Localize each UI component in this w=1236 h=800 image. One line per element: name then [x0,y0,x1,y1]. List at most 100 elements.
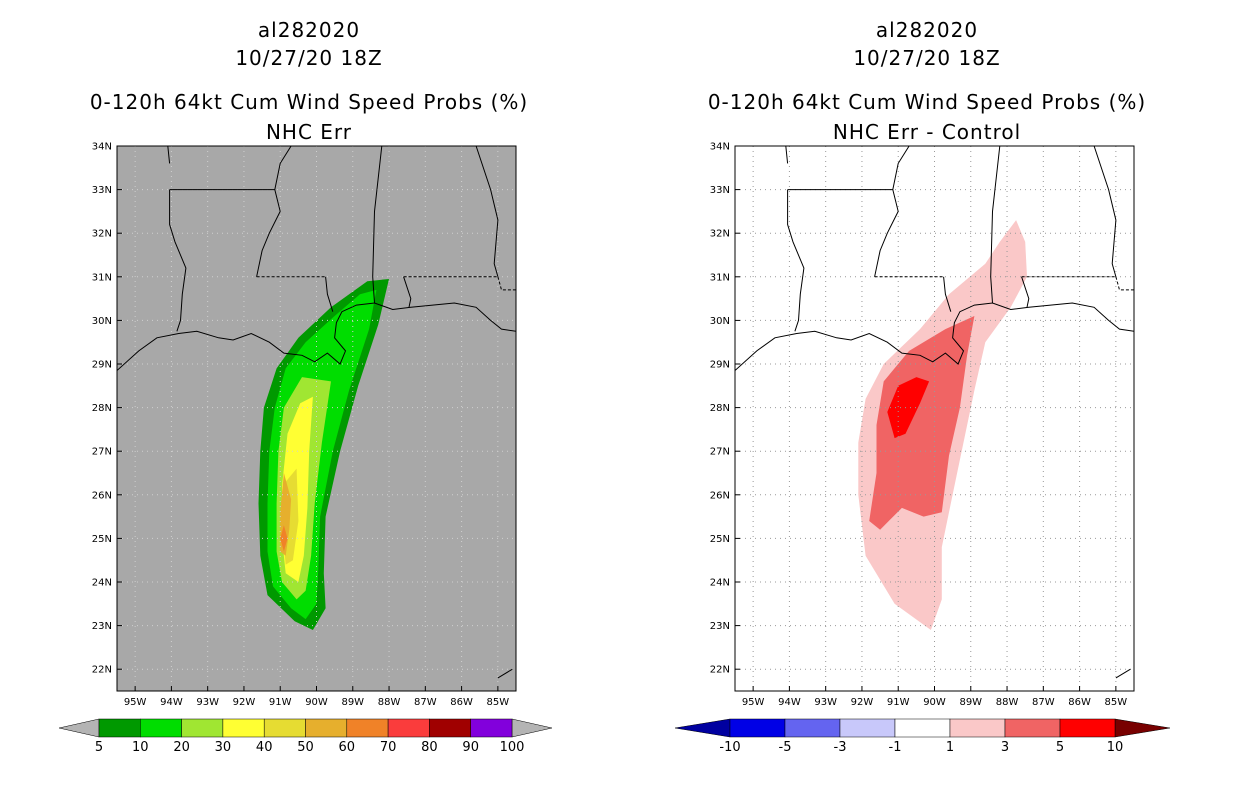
lat-tick-label: 23N [92,621,112,632]
colorbar-label: 1 [946,740,954,755]
ms-al-border [372,146,383,304]
storm-id: al282020 [875,18,979,42]
colorbar-swatch [263,718,306,738]
gulf-coastline [735,302,1134,371]
lon-tick-label: 92W [851,697,874,708]
mexico-coast [1115,668,1131,679]
colorbar-swatch [470,718,513,738]
lat-tick-label: 25N [92,534,112,545]
colorbar-swatch [729,718,786,738]
lon-tick-label: 91W [269,697,292,708]
gulf-coastline [117,302,516,371]
colorbar-swatch [346,718,389,738]
tx-la-border [787,189,805,332]
mississippi-river [256,146,292,277]
datetime: 10/27/20 18Z [235,46,383,70]
colorbar-swatch [387,718,430,738]
lon-tick-label: 89W [959,697,982,708]
colorbar-label: 5 [95,740,103,755]
datetime: 10/27/20 18Z [853,46,1001,70]
lat-tick-label: 24N [92,578,112,589]
lon-tick-label: 91W [887,697,910,708]
fl-perdido-river [403,276,412,308]
lat-tick-label: 27N [710,447,730,458]
colorbar-under-arrow [674,718,731,738]
colorbar-over-arrow [1114,718,1171,738]
lon-tick-label: 90W [923,697,946,708]
lon-tick-label: 93W [814,697,837,708]
colorbar-swatch [140,718,182,738]
chart-subtitle: NHC Err - Control [832,120,1022,144]
colorbar-label: -1 [889,740,902,755]
lon-tick-label: 88W [996,697,1019,708]
colorbar-swatch [1004,718,1061,738]
colorbar-swatch [181,718,224,738]
colorbar-swatch [222,718,265,738]
colorbar-under-arrow [58,718,100,738]
lat-tick-label: 25N [710,534,730,545]
chart-title: 0-120h 64kt Cum Wind Speed Probs (%) [89,90,529,114]
colorbar-swatch [98,718,141,738]
lon-tick-label: 86W [450,697,473,708]
lon-tick-label: 87W [414,697,437,708]
lat-tick-label: 31N [710,272,730,283]
colorbar-label: 90 [462,740,479,755]
lat-tick-label: 28N [92,403,112,414]
pearl-river [943,276,952,312]
tx-ok-border [167,146,171,164]
lat-tick-label: 34N [92,142,112,153]
lon-tick-label: 86W [1068,697,1091,708]
ms-al-border [990,146,1001,304]
tx-la-border [169,189,187,332]
colorbar-label: 50 [297,740,314,755]
colorbar-swatch [894,718,951,738]
lon-tick-label: 89W [341,697,364,708]
lat-tick-label: 23N [710,621,730,632]
colorbar-swatch [429,718,471,738]
chart-subtitle: NHC Err [265,120,353,144]
colorbar-label: 40 [256,740,273,755]
colorbar-swatch [1059,718,1116,738]
lat-tick-label: 27N [92,447,112,458]
colorbar-swatch [305,718,348,738]
lat-tick-label: 26N [710,490,730,501]
colorbar-over-arrow [511,718,553,738]
al-ga-border [475,146,499,277]
colorbar-swatch [784,718,841,738]
left-panel: al282020 10/27/20 18Z 0-120h 64kt Cum Wi… [58,18,553,755]
lat-tick-label: 28N [710,403,730,414]
colorbar-label: 5 [1056,740,1064,755]
map-layer [117,146,516,691]
colorbar-label: 3 [1001,740,1009,755]
lon-tick-label: 90W [305,697,328,708]
lat-tick-label: 33N [710,185,730,196]
lat-tick-label: 31N [92,272,112,283]
al-ga-border [1093,146,1117,277]
lat-tick-label: 33N [92,185,112,196]
lat-tick-label: 24N [710,578,730,589]
pearl-river [325,276,334,312]
colorbar-label: 20 [173,740,190,755]
storm-id: al282020 [257,18,361,42]
lon-tick-label: 93W [196,697,219,708]
lat-tick-label: 32N [92,229,112,240]
colorbar-label: -5 [779,740,792,755]
lat-tick-label: 22N [92,665,112,676]
lat-tick-label: 30N [92,316,112,327]
lat-tick-label: 29N [710,360,730,371]
colorbar-label: 100 [500,740,525,755]
lon-tick-label: 92W [233,697,256,708]
mexico-coast [497,668,513,679]
lat-tick-label: 26N [92,490,112,501]
lat-tick-label: 34N [710,142,730,153]
fl-perdido-river [1021,276,1030,308]
colorbar-label: -3 [834,740,847,755]
lat-tick-label: 22N [710,665,730,676]
colorbar-label: 30 [215,740,232,755]
lon-tick-label: 85W [1105,697,1128,708]
lat-tick-label: 29N [92,360,112,371]
colorbar-label: 60 [339,740,356,755]
colorbar-label: -10 [719,740,740,755]
contour-60 [280,525,288,552]
colorbar-label: 70 [380,740,397,755]
